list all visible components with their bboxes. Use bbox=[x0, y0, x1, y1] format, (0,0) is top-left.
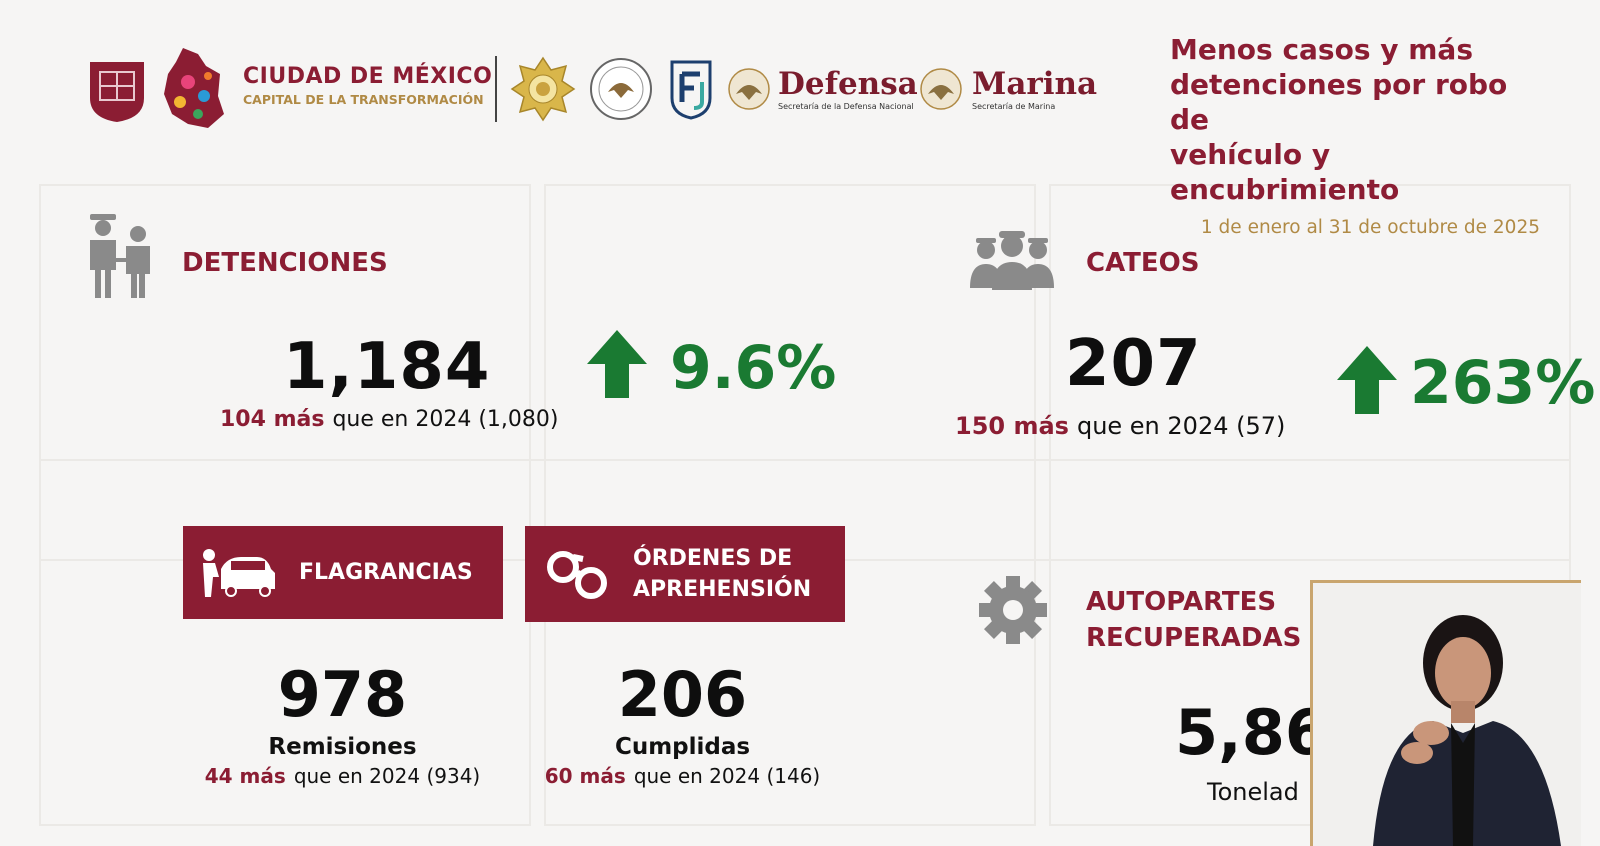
defensa-subtitle: Secretaría de la Defensa Nacional bbox=[778, 102, 914, 111]
cateos-value: 207 bbox=[1065, 327, 1202, 401]
arrest-icon bbox=[90, 214, 150, 298]
police-group-icon bbox=[970, 231, 1054, 290]
marina-wordmark: Marina Secretaría de Marina bbox=[972, 66, 1097, 111]
ordenes-value: 206 bbox=[617, 658, 748, 731]
cdmx-shield-icon bbox=[90, 62, 144, 122]
autopartes-label: AUTOPARTES RECUPERADAS bbox=[1086, 584, 1301, 656]
date-range: 1 de enero al 31 de octubre de 2025 bbox=[1200, 217, 1540, 238]
handcuffs-icon bbox=[547, 551, 607, 599]
detenciones-more: 104 más bbox=[220, 407, 325, 432]
ordenes-more: 60 más bbox=[544, 764, 626, 788]
car-inspection-icon bbox=[203, 548, 275, 597]
ordenes-compare-text: que en 2024 (146) bbox=[633, 764, 821, 788]
flagrancias-value: 978 bbox=[277, 658, 408, 731]
cateos-compare-text: que en 2024 (57) bbox=[1076, 412, 1286, 440]
defensa-eagle-icon bbox=[728, 68, 770, 110]
header-logos: CIUDAD DE MÉXICO CAPITAL DE LA TRANSFORM… bbox=[88, 44, 1128, 134]
title-line-1: Menos casos y más bbox=[1170, 33, 1473, 66]
title-line-3: vehículo y encubrimiento bbox=[1170, 138, 1400, 206]
marina-eagle-icon bbox=[920, 68, 962, 110]
ordenes-label-block: ÓRDENES DE APREHENSIÓN bbox=[633, 543, 811, 605]
detenciones-compare-text: que en 2024 (1,080) bbox=[332, 407, 559, 432]
flagrancias-more: 44 más bbox=[204, 764, 286, 788]
cdmx-subtitle: CAPITAL DE LA TRANSFORMACIÓN bbox=[243, 92, 484, 107]
ordenes-compare: 60 más que en 2024 (146) bbox=[530, 764, 835, 788]
ordenes-label-line1: ÓRDENES DE bbox=[633, 546, 793, 571]
ordenes-banner: ÓRDENES DE APREHENSIÓN bbox=[525, 526, 845, 622]
defensa-name: Defensa bbox=[778, 66, 918, 102]
arrow-up-icon bbox=[1337, 346, 1397, 414]
ordenes-label-line2: APREHENSIÓN bbox=[633, 577, 812, 602]
flagrancias-stats: 978 Remisiones 44 más que en 2024 (934) bbox=[190, 658, 495, 789]
cateos-compare: 150 más que en 2024 (57) bbox=[955, 412, 1285, 440]
flagrancias-caption: Remisiones bbox=[268, 734, 417, 760]
interpreter-figure bbox=[1313, 583, 1581, 846]
autopartes-value: 5,86 bbox=[1175, 696, 1328, 769]
defensa-wordmark: Defensa Secretaría de la Defensa Naciona… bbox=[778, 66, 918, 111]
sign-language-interpreter-video bbox=[1310, 580, 1581, 846]
autopartes-caption: Tonelad bbox=[1207, 778, 1299, 806]
ordenes-stats: 206 Cumplidas 60 más que en 2024 (146) bbox=[530, 658, 835, 789]
fgj-logo-icon bbox=[670, 60, 712, 120]
cdmx-title: CIUDAD DE MÉXICO bbox=[243, 64, 493, 89]
flagrancias-banner: FLAGRANCIAS bbox=[183, 526, 503, 619]
marina-subtitle: Secretaría de Marina bbox=[972, 102, 1056, 111]
autopartes-label-line2: RECUPERADAS bbox=[1086, 623, 1302, 653]
guardia-nacional-seal-icon bbox=[590, 58, 652, 120]
detenciones-compare: 104 más que en 2024 (1,080) bbox=[220, 407, 559, 432]
detenciones-value: 1,184 bbox=[283, 330, 491, 404]
gear-icon bbox=[979, 576, 1047, 644]
cateos-change: 263% bbox=[1410, 348, 1596, 418]
flagrancias-compare-text: que en 2024 (934) bbox=[293, 764, 481, 788]
cdmx-wordmark: CIUDAD DE MÉXICO CAPITAL DE LA TRANSFORM… bbox=[243, 64, 492, 107]
header-divider bbox=[495, 56, 497, 122]
police-badge-icon bbox=[510, 56, 576, 122]
flagrancias-compare: 44 más que en 2024 (934) bbox=[190, 764, 495, 788]
detenciones-change: 9.6% bbox=[670, 333, 837, 403]
cdmx-map-icon bbox=[164, 48, 224, 128]
title-block: Menos casos y más detenciones por robo d… bbox=[1170, 32, 1540, 238]
flagrancias-label: FLAGRANCIAS bbox=[299, 560, 473, 585]
ordenes-caption: Cumplidas bbox=[614, 734, 751, 760]
cateos-label: CATEOS bbox=[1086, 248, 1200, 278]
cateos-more: 150 más bbox=[955, 412, 1069, 440]
marina-name: Marina bbox=[972, 66, 1098, 102]
autopartes-label-line1: AUTOPARTES bbox=[1086, 587, 1277, 617]
detenciones-label: DETENCIONES bbox=[182, 248, 388, 278]
title-line-2: detenciones por robo de bbox=[1170, 68, 1508, 136]
arrow-up-icon bbox=[587, 330, 647, 398]
